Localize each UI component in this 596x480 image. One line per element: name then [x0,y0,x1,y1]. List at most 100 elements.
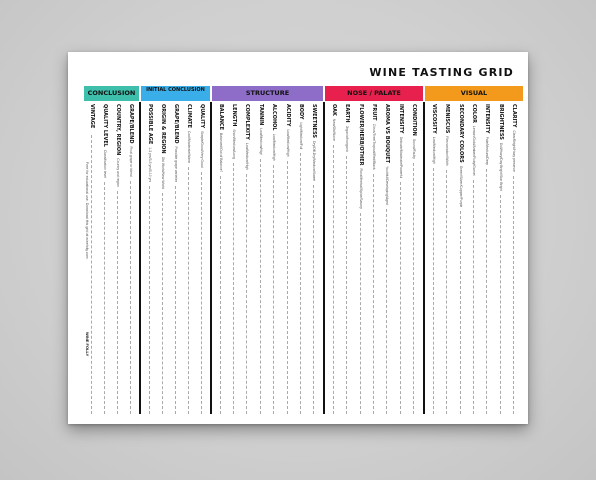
grid-column-label: INTENSITY [397,104,404,134]
writing-line[interactable] [219,176,221,414]
grid-column-conclusion: COUNTRY, REGION Country and region [113,104,123,414]
grid-column-label: INTENSITY [484,104,491,134]
grid-column-conclusion: QUALITY LEVEL Classification level [100,104,110,414]
writing-line[interactable] [313,185,315,414]
section-header-structure: STRUCTURE [212,86,323,101]
grid-column-label: CONDITION [411,104,418,136]
grid-column-structure: TANNIN Low/Medium/High [256,104,266,414]
writing-line[interactable] [161,193,163,414]
writing-line[interactable] [246,174,248,414]
grid-column-initial-conclusion: QUALITY Simple/Good/Very Good [197,104,207,414]
grid-column-row: FLOWER/HERB/OTHER Floral/Herbal/Spice/Sav… [356,104,366,414]
writing-line[interactable] [200,171,202,414]
writing-line[interactable] [473,179,474,414]
grid-column-nose-palate: CONDITION Sound/Faulty [409,104,419,414]
writing-line[interactable] [432,167,434,414]
grid-column-hint: Simple/Good/Very Good [199,131,204,168]
tasting-grid-sheet: WINE TASTING GRID CONCLUSION INITIAL CON… [68,52,528,424]
grid-column-visual: BRIGHTNESS Dull/Hazy/Day Bright/Star Brig… [496,104,506,414]
grid-column-hint: Citrus/Tree/Tropical/Red/Black [372,123,376,170]
writing-line[interactable] [299,153,301,414]
writing-line[interactable] [259,159,261,414]
writing-line[interactable] [446,169,448,414]
grid-column-row: CLARITY Clear/Bright/Hazy presence [509,104,519,414]
grid-column-label: FLOWER/HERB/OTHER [357,104,364,166]
writing-line[interactable] [187,167,189,414]
writing-line[interactable] [233,163,235,414]
grid-column-hint: Green/Silver/Copper/Purple [458,165,463,208]
grid-column-hint: Cool/Moderate/Warm [186,131,191,164]
grid-column-label: GRAPE/BLEND [127,104,134,144]
grid-column-nose-palate: INTENSITY Delicate/Moderate/Powerful [396,104,406,414]
grid-column-visual: VISCOSITY Low/Medium/High [429,104,439,414]
grid-column-visual: SECONDARY COLORS Green/Silver/Copper/Purp… [456,104,466,414]
grid-column-row: SWEETNESS Dry/Off-Dry/Medium/Sweet [309,104,319,414]
grid-column-label: POSSIBLE AGE [146,104,153,145]
grid-column-initial-conclusion: POSSIBLE AGE 1-3 yrs/3-5 yrs/5-10 yrs [145,104,155,414]
writing-line[interactable] [513,175,515,414]
grid-column-label: ALCOHOL [271,104,278,131]
writing-line[interactable] [359,212,361,414]
grid-column-hint: Sound/Faulty [412,138,417,159]
grid-column-row: VISCOSITY Low/Medium/High [429,104,439,414]
grid-column-row: MENISCUS Rim variation/Width [442,104,452,414]
grid-column-label: ORIGIN & REGION [159,104,166,154]
grid-column-hint: Classification level [103,149,108,178]
writing-line[interactable] [346,156,348,414]
writing-line[interactable] [499,195,501,414]
page-title: WINE TASTING GRID [369,66,514,79]
writing-line[interactable] [148,186,150,414]
writing-line[interactable] [286,160,288,414]
grid-column-nose-palate: OAK New/Old/None [329,104,339,414]
writing-line[interactable] [332,144,334,414]
writing-line[interactable] [459,211,461,414]
grid-column-hint: Youthful/Developing/Aged [385,166,390,205]
grid-column-hint: New/Old/None [331,118,336,141]
grid-column-initial-conclusion: CLIMATE Cool/Moderate/Warm [184,104,194,414]
grid-column-row: GRAPE/BLEND Possible grape varieties [171,104,181,414]
grid-column-label: COMPLEXITY [244,104,251,140]
grid-column-label: AROMA VS BOUQUET [384,104,391,164]
grid-column-label: QUALITY [198,104,205,129]
grid-column-hint: Dull/Hazy/Day Bright/Star Bright [498,142,503,192]
grid-column-label: ACIDITY [284,104,291,127]
writing-line[interactable] [273,164,275,414]
grid-column-row: CLIMATE Cool/Moderate/Warm [184,104,194,414]
grid-column-nose-palate: EARTH Organic/Inorganic [342,104,352,414]
grid-column-row: COMPLEXITY Low/Medium/High [242,104,252,414]
grid-column-hint: Low/Medium/High [285,129,290,157]
grid-column-label: COUNTRY, REGION [114,104,121,156]
section-header-conclusion: CONCLUSION [84,86,139,101]
grid-column-hint: Low/Medium/High [245,142,250,171]
grid-column-hint: Low/Medium/High [272,133,277,161]
section-header-initial-conclusion: INITIAL CONCLUSION [141,86,210,101]
grid-column-hint: Low/Medium/High [431,136,436,164]
grid-column-hint: Old World/New World [160,156,165,190]
grid-column-initial-conclusion: GRAPE/BLEND Possible grape varieties [171,104,181,414]
writing-line[interactable] [373,173,374,414]
writing-line[interactable] [486,169,488,414]
grid-column-row: TANNIN Low/Medium/High [256,104,266,414]
writing-line[interactable] [174,186,176,414]
grid-column-label: SECONDARY COLORS [457,104,464,163]
grid-column-hint: Rim variation/Width [445,136,450,166]
writing-line[interactable] [104,181,106,414]
grid-column-label: OAK [330,104,337,116]
writing-line[interactable] [129,180,131,414]
grid-column-label: COLOR [471,104,477,124]
writing-line[interactable] [386,208,388,414]
grid-column-label: EARTH [344,104,351,123]
grid-column-hint: Country and region [115,158,120,188]
grid-column-row: COLOR Lemon/Gold/Amber/Ruby/Garnet [469,104,479,414]
grid-column-visual: MENISCUS Rim variation/Width [442,104,452,414]
writing-line[interactable] [116,191,118,414]
divider-line [323,102,325,414]
section-header-visual: VISUAL [425,86,523,101]
grid-column-row: QUALITY LEVEL Classification level [100,104,110,414]
grid-column-nose-palate: FLOWER/HERB/OTHER Floral/Herbal/Spice/Sav… [356,104,366,414]
grid-column-hint: Final grape or blend [128,146,133,177]
grid-column-row: LENGTH Short/Medium/Long [229,104,239,414]
writing-line[interactable] [399,182,401,414]
grid-column-structure: SWEETNESS Dry/Off-Dry/Medium/Sweet [309,104,319,414]
writing-line[interactable] [413,162,415,414]
